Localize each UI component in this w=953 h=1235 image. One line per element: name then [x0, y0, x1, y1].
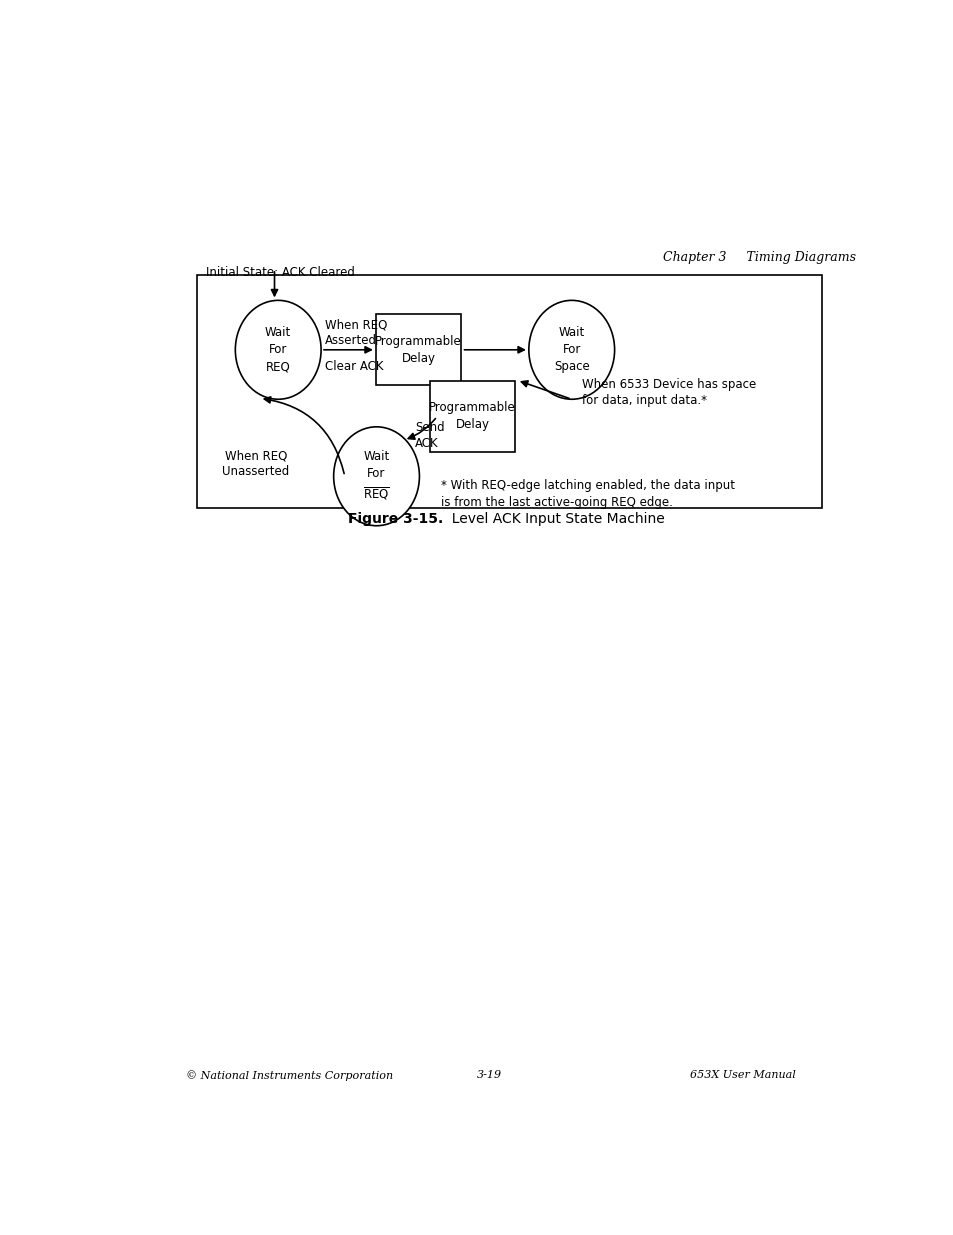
- Bar: [430, 380, 515, 452]
- Ellipse shape: [334, 427, 419, 526]
- Text: 653X User Manual: 653X User Manual: [689, 1071, 795, 1081]
- Text: Send
ACK: Send ACK: [415, 421, 444, 450]
- Text: Clear ACK: Clear ACK: [324, 361, 383, 373]
- Text: Figure 3-15.: Figure 3-15.: [348, 513, 442, 526]
- Text: When REQ
Unasserted: When REQ Unasserted: [222, 450, 290, 478]
- Text: When REQ
Asserted: When REQ Asserted: [324, 319, 387, 347]
- Ellipse shape: [528, 300, 614, 399]
- Text: Level ACK Input State Machine: Level ACK Input State Machine: [442, 513, 664, 526]
- Text: Programmable
Delay: Programmable Delay: [375, 335, 461, 364]
- Bar: [375, 314, 460, 385]
- Bar: [196, 274, 821, 508]
- Text: Programmable
Delay: Programmable Delay: [429, 401, 516, 431]
- Text: * With REQ-edge latching enabled, the data input
is from the last active-going R: * With REQ-edge latching enabled, the da…: [440, 479, 734, 509]
- Text: Wait
For
$\overline{\rm REQ}$: Wait For $\overline{\rm REQ}$: [363, 451, 390, 503]
- Text: When 6533 Device has space
for data, input data.*: When 6533 Device has space for data, inp…: [581, 378, 756, 408]
- Text: Wait
For
Space: Wait For Space: [554, 326, 589, 373]
- Text: 3-19: 3-19: [476, 1071, 501, 1081]
- Text: Chapter 3     Timing Diagrams: Chapter 3 Timing Diagrams: [662, 251, 855, 264]
- Text: Wait
For
REQ: Wait For REQ: [265, 326, 291, 373]
- Text: Initial State: ACK Cleared: Initial State: ACK Cleared: [206, 267, 355, 279]
- Ellipse shape: [235, 300, 321, 399]
- Text: © National Instruments Corporation: © National Instruments Corporation: [186, 1070, 393, 1081]
